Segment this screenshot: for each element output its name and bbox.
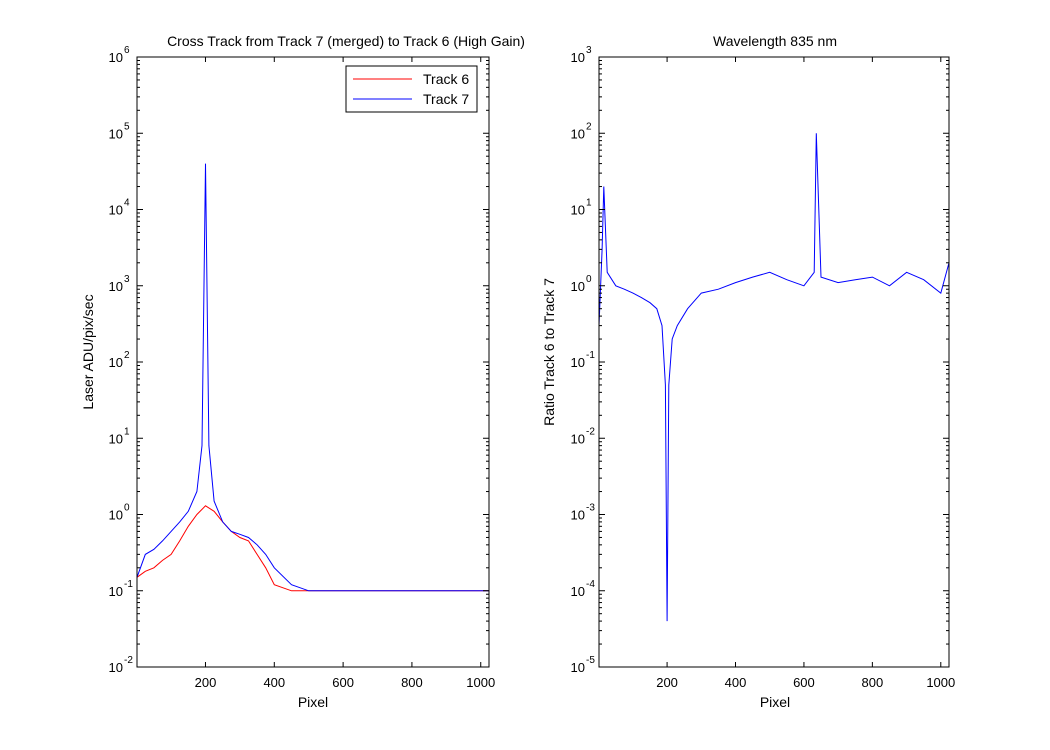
left-xtick-label: 800: [401, 675, 423, 690]
right-ytick-label: 10: [571, 50, 585, 65]
left-plot-frame: [136, 56, 490, 668]
left-ytick-label: 10: [109, 508, 123, 523]
right-ytick-exponent: -1: [586, 350, 595, 361]
right-ytick-label: 10: [571, 203, 585, 218]
right-xtick-label: 400: [725, 675, 747, 690]
left-ytick-label: 10: [109, 660, 123, 675]
legend-box: [345, 65, 478, 113]
left-ytick-exponent: 5: [124, 121, 130, 132]
left-xtick-label: 400: [263, 675, 285, 690]
right-ytick-label: 10: [571, 508, 585, 523]
left-xtick-label: 1000: [466, 675, 495, 690]
right-ytick-label: 10: [571, 279, 585, 294]
left-series-track7: [136, 163, 489, 592]
right-ytick-exponent: 2: [586, 121, 592, 132]
right-plot-title: Wavelength 835 nm: [713, 33, 837, 49]
right-xtick-label: 200: [656, 675, 678, 690]
right-xtick-label: 1000: [926, 675, 955, 690]
left-ytick-label: 10: [109, 126, 123, 141]
left-ytick-label: 10: [109, 584, 123, 599]
left-plot-xlabel: Pixel: [298, 694, 328, 710]
left-ytick-label: 10: [109, 431, 123, 446]
right-ytick-label: 10: [571, 355, 585, 370]
right-plot-xlabel: Pixel: [760, 694, 790, 710]
left-plot-ylabel: Laser ADU/pix/sec: [80, 294, 96, 409]
legend-label-track7: Track 7: [423, 91, 469, 107]
left-ytick-exponent: -1: [124, 579, 133, 590]
left-ytick-exponent: 2: [124, 350, 130, 361]
right-ytick-exponent: -2: [586, 426, 595, 437]
left-plot-traces: [136, 163, 489, 592]
left-xtick-label: 600: [332, 675, 354, 690]
right-ytick-exponent: 3: [586, 45, 592, 56]
right-ytick-exponent: -3: [586, 503, 595, 514]
right-plot-ylabel: Ratio Track 6 to Track 7: [541, 278, 557, 426]
right-ytick-exponent: 1: [586, 198, 592, 209]
left-ytick-exponent: 3: [124, 274, 130, 285]
left-ytick-exponent: 6: [124, 45, 130, 56]
left-ytick-exponent: 4: [124, 198, 130, 209]
left-ytick-label: 10: [109, 203, 123, 218]
right-series-ratio: [598, 133, 950, 622]
left-ytick-exponent: 1: [124, 426, 130, 437]
left-ytick-label: 10: [109, 355, 123, 370]
left-plot-title: Cross Track from Track 7 (merged) to Tra…: [167, 33, 525, 49]
right-ytick-exponent: -5: [586, 655, 595, 666]
right-ytick-exponent: 0: [586, 274, 592, 285]
right-ytick-label: 10: [571, 126, 585, 141]
legend: Track 6 Track 7: [345, 65, 478, 113]
right-plot-frame: [598, 56, 950, 668]
left-ytick-exponent: 0: [124, 503, 130, 514]
left-xtick-label: 200: [195, 675, 217, 690]
left-ytick-label: 10: [109, 279, 123, 294]
right-plot-traces: [598, 133, 950, 622]
legend-label-track6: Track 6: [423, 71, 469, 87]
left-ytick-exponent: -2: [124, 655, 133, 666]
right-xtick-label: 600: [793, 675, 815, 690]
right-ytick-label: 10: [571, 431, 585, 446]
right-ytick-exponent: -4: [586, 579, 595, 590]
right-ytick-label: 10: [571, 584, 585, 599]
left-series-track6: [136, 505, 489, 592]
right-ytick-label: 10: [571, 660, 585, 675]
right-xtick-label: 800: [862, 675, 884, 690]
left-ytick-label: 10: [109, 50, 123, 65]
